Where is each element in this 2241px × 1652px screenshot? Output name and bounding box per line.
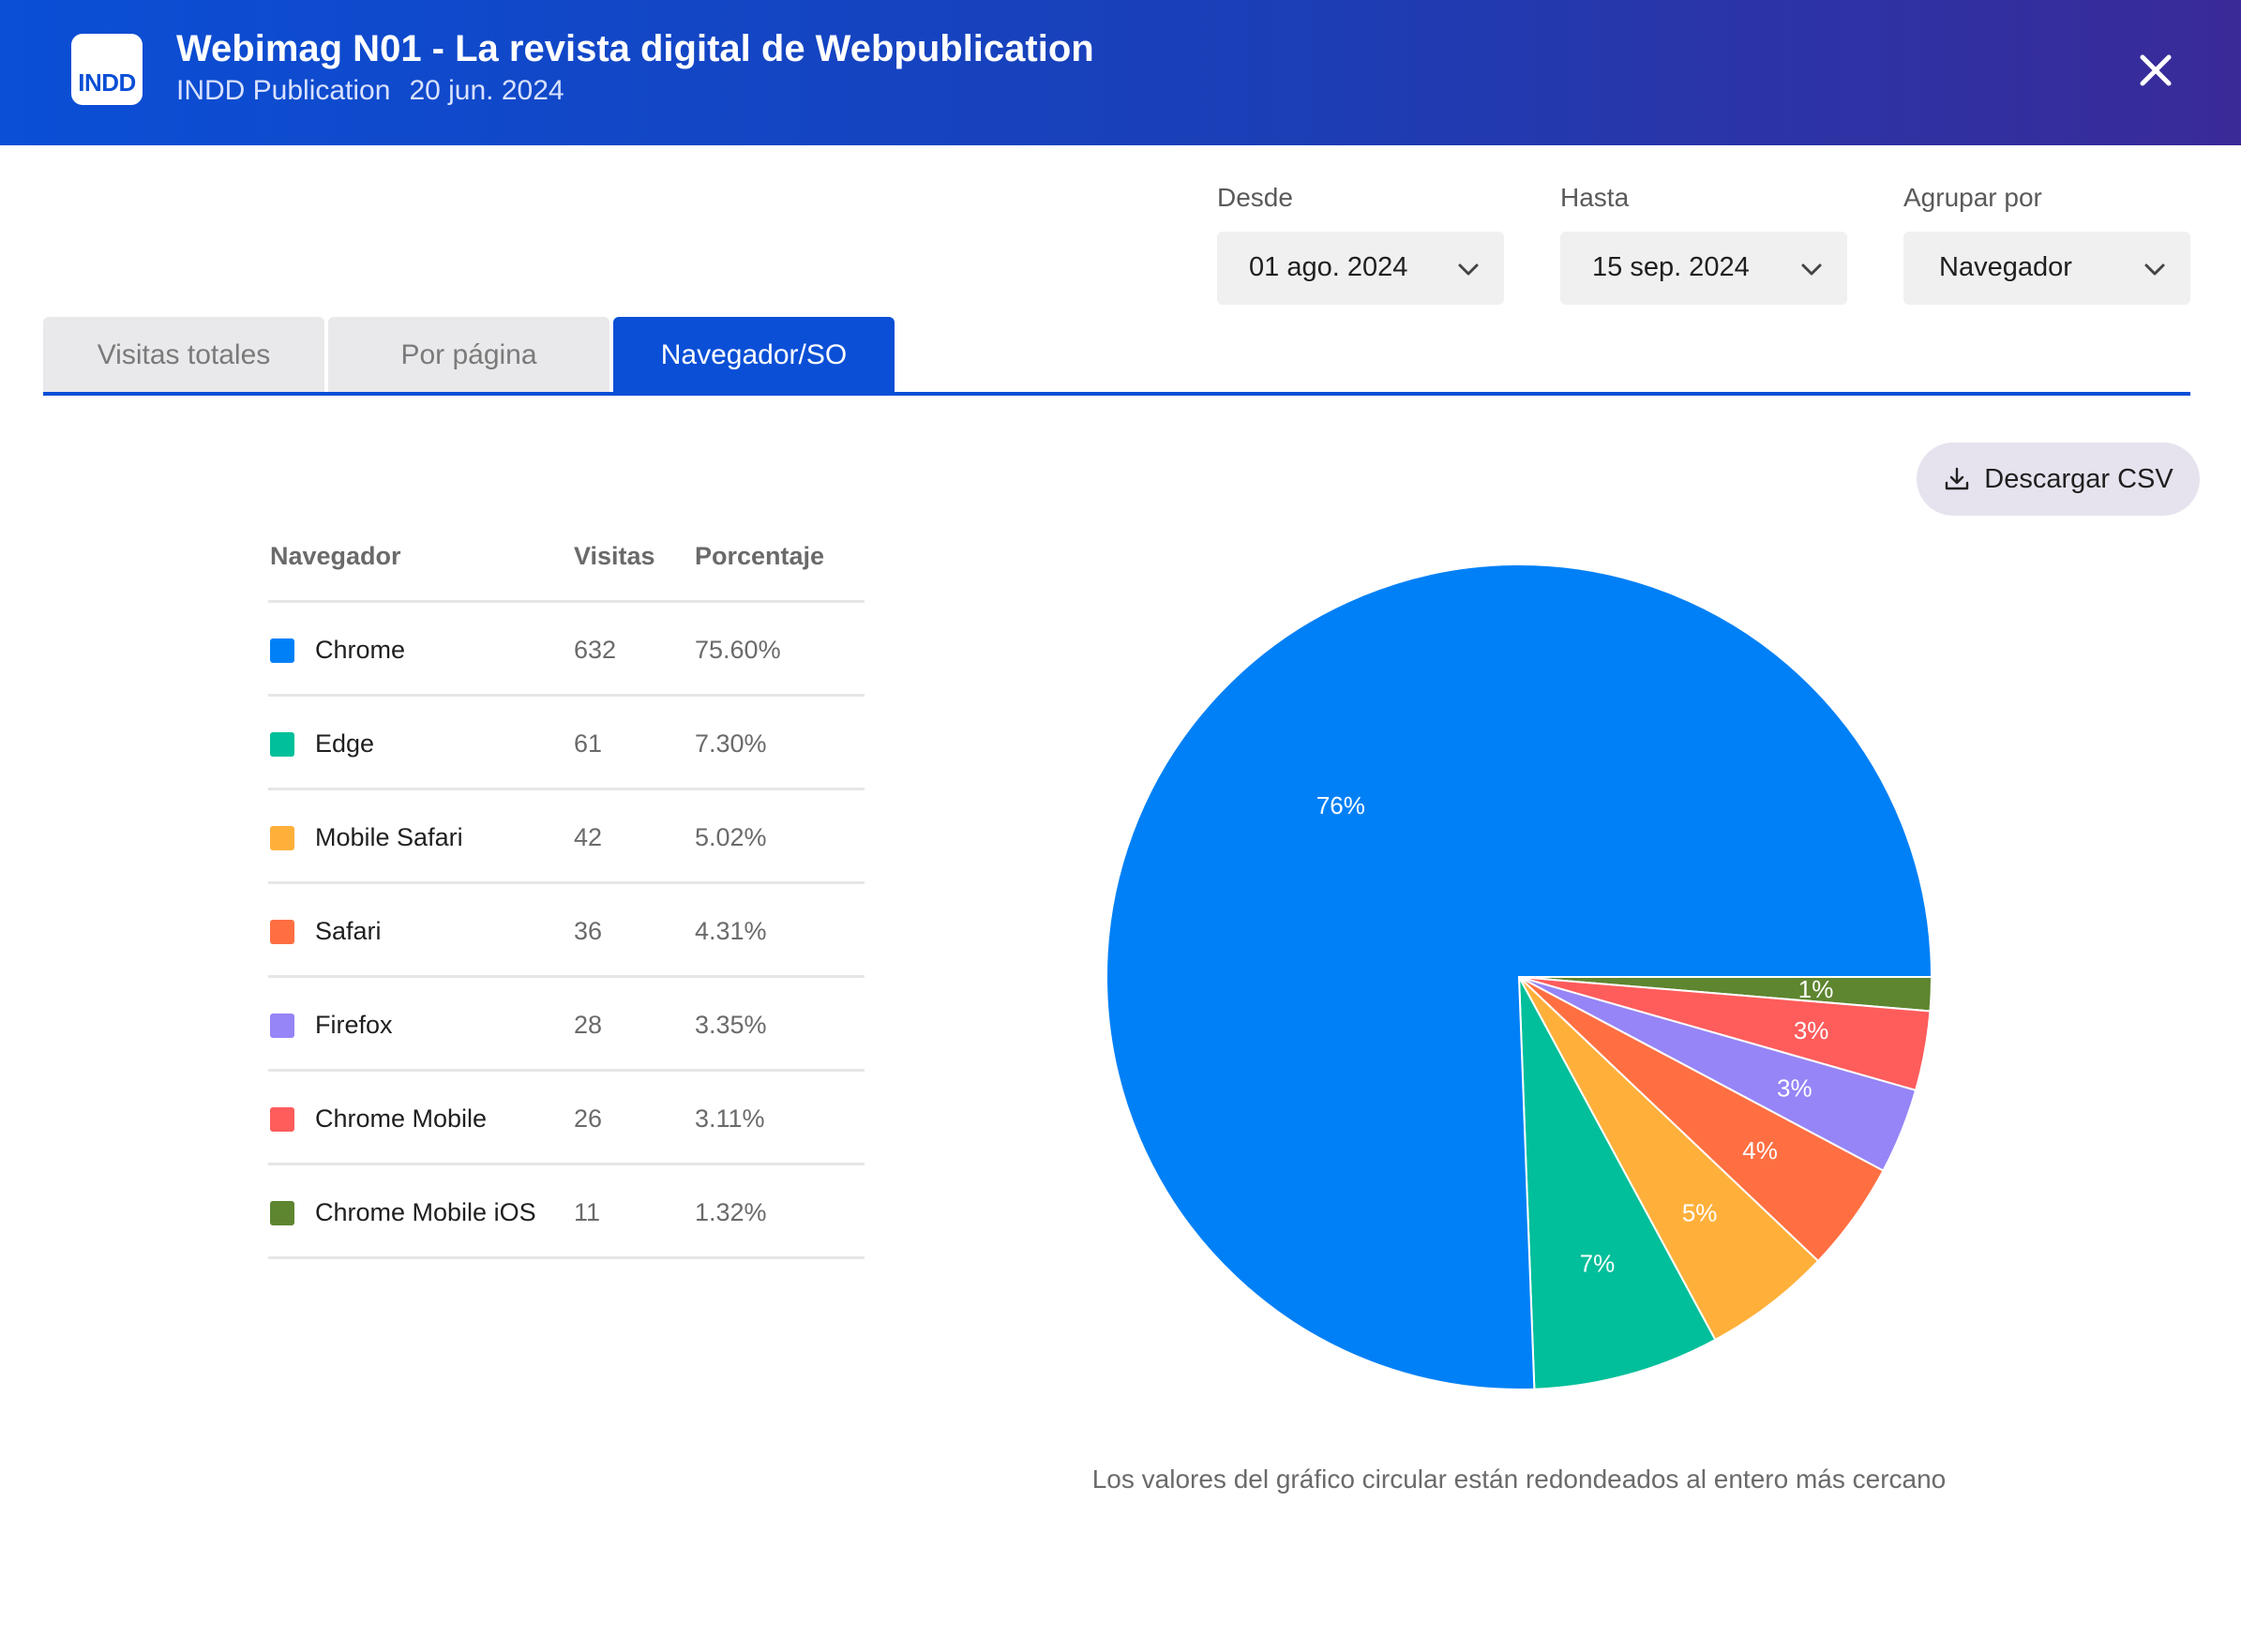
group-by-select[interactable]: Navegador: [1903, 232, 2190, 305]
publication-type: INDD Publication: [176, 75, 391, 106]
indd-app-icon: INDD: [71, 34, 143, 105]
download-icon: [1946, 467, 1969, 490]
column-header-visits: Visitas: [574, 542, 655, 570]
filter-group-by: Agrupar por Navegador: [1903, 183, 2190, 305]
filter-to: Hasta 15 sep. 2024: [1560, 183, 1847, 305]
browser-name: Safari: [315, 917, 382, 945]
pie-slice-label: 4%: [1742, 1136, 1778, 1164]
color-swatch: [270, 920, 294, 944]
color-swatch: [270, 1107, 294, 1132]
close-button[interactable]: [2128, 43, 2183, 98]
visits-percent: 5.02%: [695, 823, 767, 851]
tab-total-visits[interactable]: Visitas totales: [43, 317, 324, 394]
table-row: Edge 61 7.30%: [268, 697, 865, 790]
pie-slice-label: 3%: [1794, 1016, 1829, 1044]
browser-name: Edge: [315, 729, 375, 758]
visits-count: 28: [574, 1011, 603, 1039]
color-swatch: [270, 826, 294, 850]
visits-percent: 75.60%: [695, 636, 781, 664]
from-date-value: 01 ago. 2024: [1249, 252, 1408, 282]
filter-to-label: Hasta: [1560, 183, 1630, 212]
column-header-browser: Navegador: [270, 542, 401, 570]
from-date-select[interactable]: 01 ago. 2024: [1217, 232, 1504, 305]
chevron-down-icon: [1801, 263, 1822, 276]
filter-group-by-label: Agrupar por: [1903, 183, 2042, 212]
tab-label: Por página: [400, 339, 537, 370]
publication-date: 20 jun. 2024: [409, 75, 564, 106]
pie-slice-label: 7%: [1580, 1250, 1616, 1278]
close-icon: [2140, 54, 2172, 86]
pie-slice-label: 76%: [1316, 791, 1365, 819]
column-header-percent: Porcentaje: [695, 542, 825, 570]
tab-browser-os[interactable]: Navegador/SO: [613, 317, 895, 394]
chevron-down-icon: [1458, 263, 1479, 276]
chevron-down-icon: [2144, 263, 2165, 276]
visits-count: 11: [574, 1198, 601, 1226]
visits-count: 26: [574, 1104, 603, 1133]
publication-subtitle: INDD Publication 20 jun. 2024: [176, 75, 564, 107]
tab-per-page[interactable]: Por página: [328, 317, 609, 394]
browser-pie-chart: 1% 3% 3% 4% 5% 7% 76%: [1105, 563, 1933, 1390]
dialog-header: INDD Webimag N01 - La revista digital de…: [0, 0, 2241, 145]
pie-slice-label: 1%: [1798, 975, 1834, 1003]
pie-slice-label: 3%: [1777, 1074, 1812, 1103]
color-swatch: [270, 1201, 294, 1225]
browser-name: Chrome: [315, 636, 406, 664]
browser-name: Firefox: [315, 1011, 393, 1039]
download-csv-label: Descargar CSV: [1984, 463, 2173, 494]
visits-percent: 4.31%: [695, 917, 767, 945]
tab-label: Navegador/SO: [660, 339, 848, 370]
table-row: Firefox 28 3.35%: [268, 978, 865, 1072]
visits-count: 36: [574, 917, 603, 945]
browser-table: Navegador Visitas Porcentaje Chrome 632 …: [268, 525, 865, 1259]
group-by-value: Navegador: [1939, 252, 2072, 282]
publication-title: Webimag N01 - La revista digital de Webp…: [176, 28, 1094, 69]
visits-percent: 7.30%: [695, 729, 767, 758]
chart-footnote: Los valores del gráfico circular están r…: [1091, 1464, 1947, 1494]
download-csv-button[interactable]: Descargar CSV: [1917, 443, 2200, 516]
tab-label: Visitas totales: [97, 339, 271, 370]
visits-percent: 3.35%: [695, 1011, 767, 1039]
table-row: Safari 36 4.31%: [268, 884, 865, 978]
table-row: Mobile Safari 42 5.02%: [268, 790, 865, 884]
app-icon-text: INDD: [78, 68, 136, 97]
pie-slice-edge[interactable]: [1518, 976, 1717, 1390]
filter-from-label: Desde: [1217, 183, 1293, 212]
visits-percent: 1.32%: [695, 1198, 767, 1226]
browser-name: Mobile Safari: [315, 823, 463, 851]
pie-slice-label: 5%: [1682, 1199, 1718, 1227]
table-header: Navegador Visitas Porcentaje: [268, 525, 865, 603]
filter-from: Desde 01 ago. 2024: [1217, 183, 1504, 305]
visits-count: 42: [574, 823, 603, 851]
browser-name: Chrome Mobile iOS: [315, 1198, 536, 1226]
table-row: Chrome Mobile iOS 11 1.32%: [268, 1165, 865, 1259]
visits-percent: 3.11%: [695, 1104, 765, 1133]
visits-count: 632: [574, 636, 617, 664]
table-row: Chrome Mobile 26 3.11%: [268, 1072, 865, 1165]
to-date-select[interactable]: 15 sep. 2024: [1560, 232, 1847, 305]
to-date-value: 15 sep. 2024: [1592, 252, 1750, 282]
browser-name: Chrome Mobile: [315, 1104, 488, 1133]
color-swatch: [270, 638, 294, 663]
color-swatch: [270, 1014, 294, 1038]
tabs-underline: [43, 392, 2190, 396]
color-swatch: [270, 732, 294, 757]
pie-slice-chrome[interactable]: [1105, 563, 1933, 1390]
visits-count: 61: [574, 729, 603, 758]
table-row: Chrome 632 75.60%: [268, 603, 865, 697]
